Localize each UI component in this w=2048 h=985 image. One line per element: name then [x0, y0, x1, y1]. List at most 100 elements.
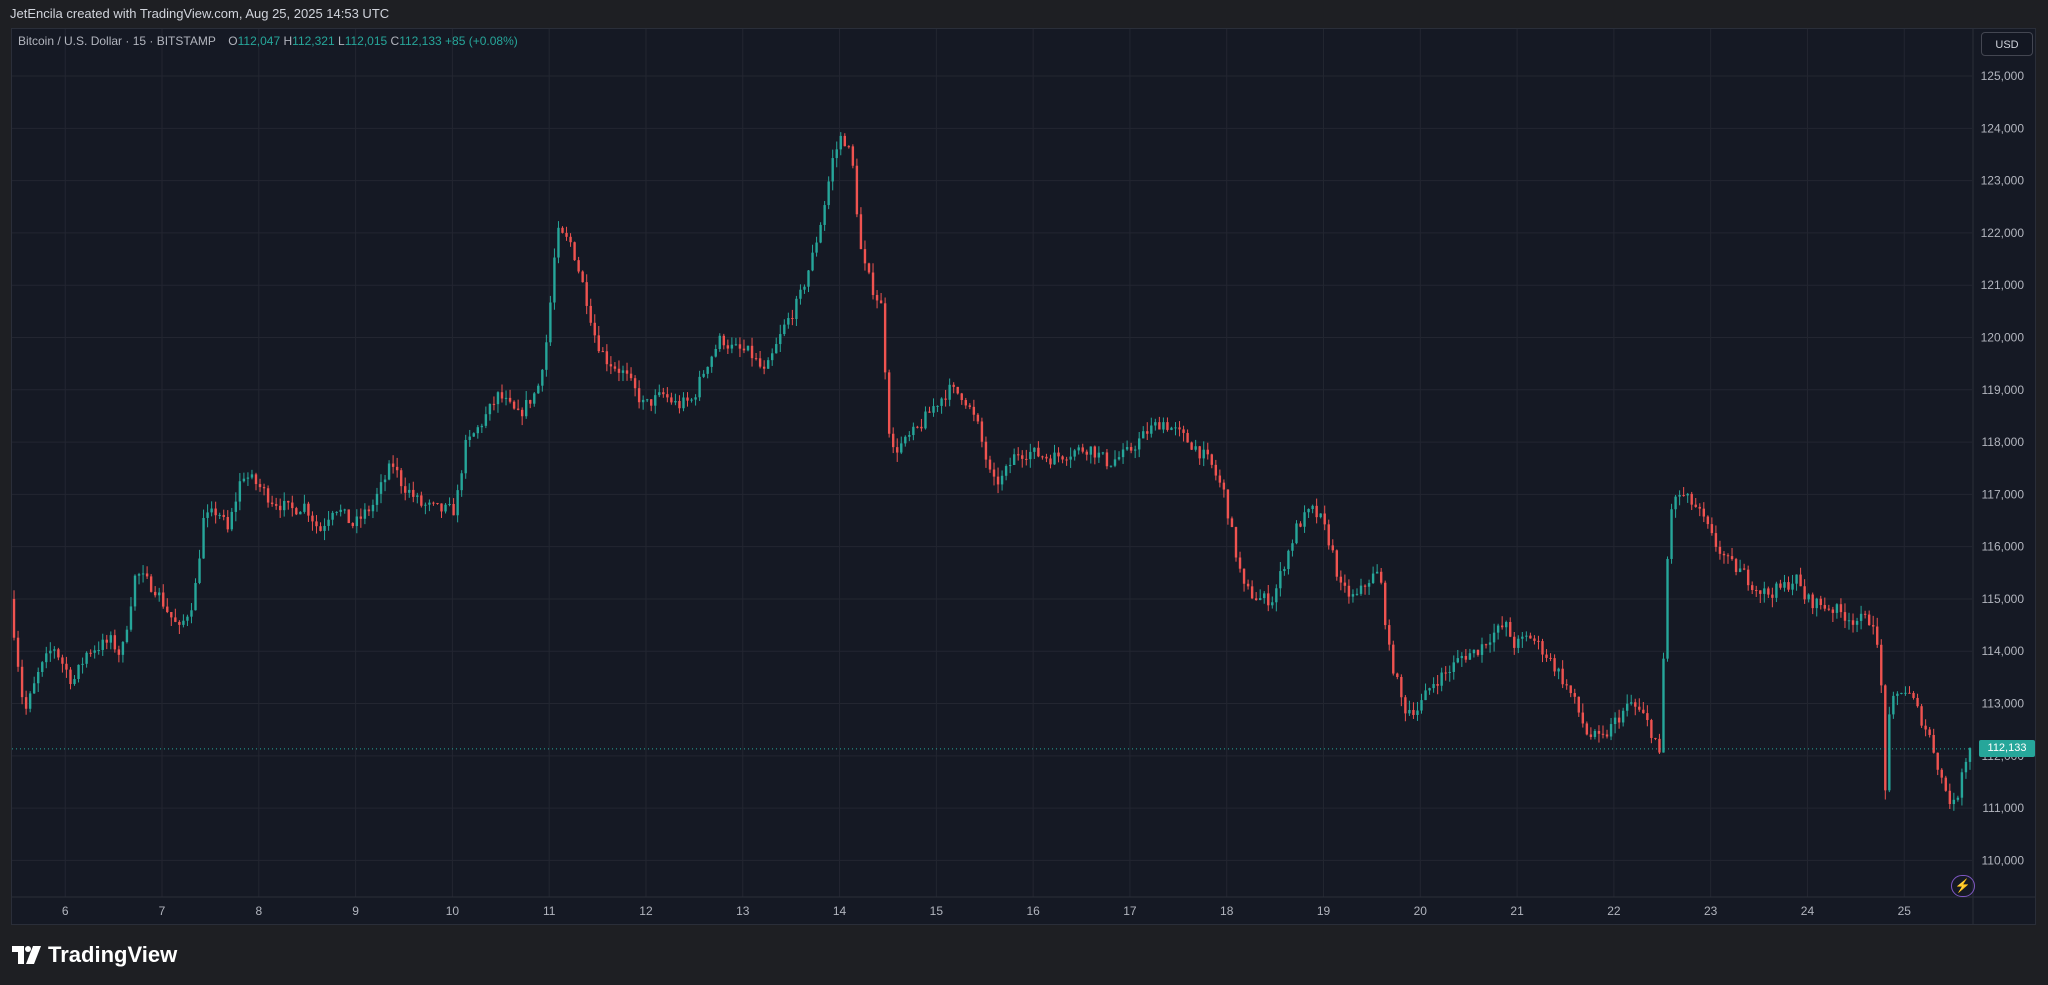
candle-body: [1230, 518, 1234, 528]
candle-body: [1517, 638, 1520, 648]
candle-body: [1795, 574, 1798, 584]
price-tick-label: 110,000: [1982, 853, 2025, 867]
price-tick-label: 124,000: [1981, 121, 2025, 135]
candle-body: [198, 558, 201, 583]
date-tick-label: 8: [255, 904, 262, 918]
candle-body: [508, 397, 512, 402]
candle-body: [85, 652, 88, 664]
candle-body: [93, 650, 96, 653]
candle-body: [238, 481, 242, 502]
candle-body: [1113, 459, 1117, 466]
candle-body: [863, 249, 867, 264]
candle-body: [1928, 729, 1931, 735]
symbol-name[interactable]: Bitcoin / U.S. Dollar · 15 · BITSTAMP: [18, 34, 216, 48]
candle-body: [1412, 709, 1415, 715]
candle-body: [1859, 613, 1863, 621]
candle-body: [45, 653, 48, 663]
candle-body: [1170, 427, 1173, 430]
candle-body: [1791, 583, 1794, 590]
candle-body: [428, 502, 431, 505]
candle-body: [920, 426, 923, 429]
candle-body: [533, 393, 536, 404]
candle-body: [1609, 724, 1613, 737]
candle-body: [1811, 594, 1814, 609]
candle-body: [690, 399, 693, 401]
candle-body: [641, 399, 645, 403]
candle-body: [807, 270, 810, 287]
candle-body: [944, 398, 947, 400]
currency-button[interactable]: USD: [1981, 32, 2033, 56]
candle-body: [315, 521, 318, 527]
candle-body: [408, 489, 411, 493]
candle-body: [549, 302, 552, 343]
candle-body: [1783, 582, 1786, 588]
candle-body: [1755, 590, 1758, 592]
candle-body: [1359, 585, 1363, 594]
candle-body: [686, 397, 689, 401]
candle-body: [1025, 458, 1028, 460]
candle-body: [436, 502, 439, 504]
price-chart[interactable]: 110,000111,000112,000113,000114,000115,0…: [0, 0, 2048, 925]
candle-body: [976, 414, 980, 422]
candle-body: [1799, 574, 1802, 587]
candle-body: [468, 436, 471, 440]
candle-body: [387, 463, 391, 480]
candle-body: [1803, 586, 1806, 600]
candle-body: [1210, 454, 1213, 465]
low-value: 112,015: [344, 34, 388, 48]
candle-body: [577, 260, 580, 272]
candle-body: [1303, 512, 1306, 527]
candle-body: [811, 252, 814, 271]
candle-body: [1012, 454, 1016, 465]
lightning-icon[interactable]: ⚡: [1951, 875, 1975, 897]
candle-body: [1702, 508, 1706, 517]
candle-body: [1271, 602, 1274, 606]
candle-body: [1730, 556, 1734, 560]
footer: [0, 925, 2048, 985]
date-tick-label: 21: [1510, 904, 1524, 918]
candle-body: [1617, 717, 1621, 723]
candle-body: [1093, 446, 1097, 458]
date-tick-label: 9: [352, 904, 359, 918]
candle-body: [1666, 558, 1669, 659]
candle-body: [1331, 545, 1334, 551]
candle-body: [1763, 588, 1766, 594]
candle-body: [1283, 569, 1286, 572]
candle-body: [714, 348, 717, 357]
candle-body: [1835, 604, 1839, 613]
candle-body: [379, 482, 383, 494]
candle-body: [1226, 489, 1230, 519]
candle-body: [1311, 505, 1314, 510]
tradingview-logo[interactable]: TradingView: [12, 940, 177, 970]
candle-body: [137, 574, 141, 576]
candle-body: [831, 158, 834, 182]
candle-body: [1605, 734, 1609, 737]
date-tick-label: 23: [1704, 904, 1718, 918]
candle-body: [1194, 446, 1197, 450]
candle-body: [1085, 451, 1088, 455]
candle-body: [343, 509, 346, 511]
candle-body: [1787, 582, 1790, 590]
candle-body: [968, 405, 972, 407]
candle-body: [891, 433, 895, 448]
date-tick-label: 25: [1898, 904, 1912, 918]
candle-body: [875, 294, 879, 301]
candle-body: [186, 616, 189, 621]
candle-body: [835, 149, 838, 159]
candle-body: [1234, 527, 1238, 558]
last-price-label: 112,133: [1979, 740, 2035, 758]
close-label: C: [390, 34, 400, 48]
candle-body: [1484, 644, 1488, 646]
candle-body: [270, 502, 274, 505]
candle-body: [1819, 598, 1822, 606]
candle-body: [319, 526, 322, 531]
candle-body: [1065, 459, 1068, 461]
candle-body: [960, 393, 963, 401]
candle-body: [149, 576, 153, 592]
date-tick-label: 14: [833, 904, 847, 918]
candle-body: [674, 400, 677, 403]
candle-body: [597, 335, 600, 352]
plot-background: [12, 29, 2024, 897]
candle-body: [395, 466, 399, 471]
date-tick-label: 17: [1123, 904, 1137, 918]
